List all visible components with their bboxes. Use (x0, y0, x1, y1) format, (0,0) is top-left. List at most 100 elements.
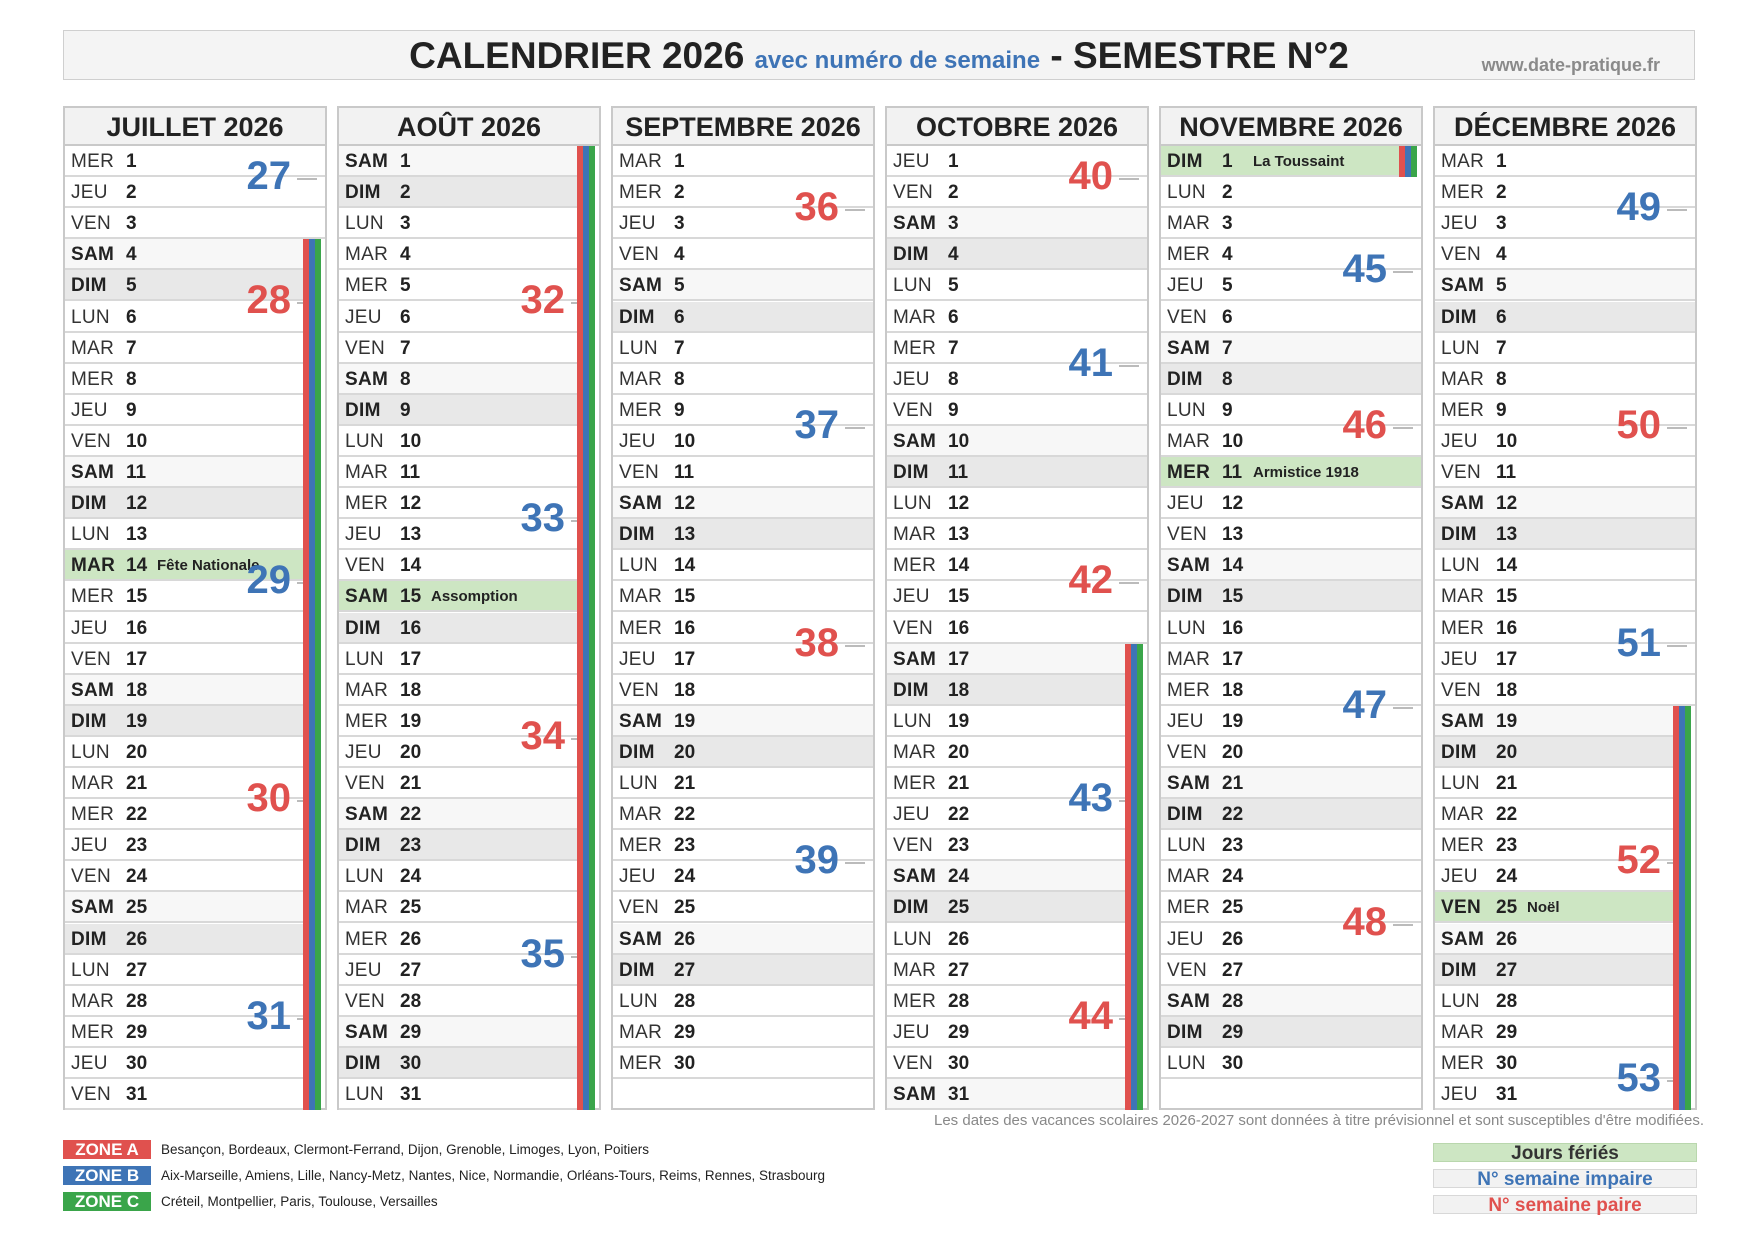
day-row[interactable]: MER 9 (1435, 395, 1695, 426)
day-row[interactable]: DIM 27 (613, 954, 873, 986)
day-row[interactable]: LUN 21 (613, 768, 873, 799)
day-row[interactable]: JEU 9 (65, 395, 305, 426)
day-row[interactable]: MAR 13 (887, 519, 1147, 551)
day-row[interactable]: SAM 31 (887, 1079, 1127, 1110)
day-row[interactable]: DIM 6 (1435, 301, 1695, 333)
day-row[interactable]: SAM 5 (1435, 270, 1695, 302)
day-row[interactable]: MER 16 (1435, 613, 1695, 644)
day-row[interactable]: MER 14 (887, 550, 1147, 582)
day-row[interactable]: SAM 25 (65, 892, 305, 924)
day-row[interactable]: LUN 7 (613, 333, 873, 364)
day-row[interactable]: MER 8 (65, 364, 305, 395)
day-row[interactable]: JEU 29 (887, 1017, 1127, 1048)
day-row[interactable]: VEN 24 (65, 861, 305, 893)
day-row[interactable]: SAM 21 (1161, 768, 1421, 799)
day-row[interactable]: MAR 8 (613, 364, 873, 395)
day-row[interactable]: JEU 6 (339, 302, 579, 333)
day-row[interactable]: MAR 28 (65, 986, 305, 1017)
day-row[interactable]: JEU 15 (887, 581, 1147, 613)
day-row[interactable]: MER 9 (613, 395, 873, 426)
day-row[interactable]: LUN 16 (1161, 613, 1421, 644)
day-row[interactable]: JEU 10 (613, 426, 873, 457)
day-row[interactable]: MAR 6 (887, 302, 1147, 333)
day-row[interactable]: JEU 27 (339, 955, 579, 986)
day-row[interactable]: DIM 4 (887, 239, 1147, 271)
day-row[interactable]: MAR 24 (1161, 861, 1421, 893)
day-row[interactable]: LUN 30 (1161, 1048, 1421, 1079)
day-row[interactable]: JEU 13 (339, 519, 579, 551)
day-row[interactable]: SAM 19 (1435, 705, 1675, 737)
day-row[interactable]: VEN 25 Noël (1435, 892, 1675, 924)
day-row[interactable]: JEU 2 (65, 177, 325, 209)
day-row[interactable]: SAM 19 (613, 705, 873, 737)
day-row[interactable]: VEN 20 (1161, 737, 1421, 768)
day-row[interactable]: DIM 25 (887, 892, 1127, 924)
day-row[interactable]: MAR 15 (613, 581, 873, 613)
day-row[interactable]: DIM 2 (339, 177, 579, 209)
day-row[interactable]: VEN 25 (613, 892, 873, 924)
day-row[interactable]: MAR 17 (1161, 644, 1421, 675)
day-row[interactable]: JEU 3 (613, 208, 873, 240)
day-row[interactable]: VEN 4 (613, 239, 873, 271)
day-row[interactable]: LUN 26 (887, 924, 1127, 955)
day-row[interactable]: LUN 12 (887, 488, 1147, 520)
day-row[interactable]: MER 29 (65, 1017, 305, 1048)
day-row[interactable]: VEN 13 (1161, 519, 1421, 551)
day-row[interactable]: SAM 1 (339, 146, 579, 177)
day-row[interactable]: LUN 2 (1161, 177, 1421, 209)
day-row[interactable]: LUN 6 (65, 302, 305, 333)
day-row[interactable]: VEN 11 (1435, 457, 1695, 488)
day-row[interactable]: VEN 31 (65, 1079, 305, 1110)
day-row[interactable]: JEU 10 (1435, 426, 1695, 457)
day-row[interactable]: SAM 3 (887, 208, 1147, 240)
day-row[interactable]: DIM 15 (1161, 581, 1421, 613)
day-row[interactable]: MAR 25 (339, 892, 579, 924)
day-row[interactable]: LUN 21 (1435, 768, 1675, 799)
day-row[interactable]: SAM 18 (65, 674, 305, 706)
day-row[interactable]: DIM 5 (65, 270, 305, 302)
day-row[interactable]: VEN 18 (1435, 675, 1695, 706)
day-row[interactable]: SAM 26 (1435, 923, 1675, 955)
day-row[interactable]: SAM 12 (1435, 488, 1695, 520)
day-row[interactable]: MAR 14 Fête Nationale (65, 550, 305, 582)
day-row[interactable]: JEU 31 (1435, 1079, 1675, 1110)
day-row[interactable]: VEN 21 (339, 768, 579, 799)
day-row[interactable]: DIM 29 (1161, 1016, 1421, 1048)
day-row[interactable]: MER 11 Armistice 1918 (1161, 457, 1421, 488)
day-row[interactable]: SAM 29 (339, 1016, 579, 1048)
day-row[interactable]: MAR 8 (1435, 364, 1695, 395)
day-row[interactable]: MER 30 (1435, 1048, 1675, 1079)
day-row[interactable]: DIM 11 (887, 457, 1147, 488)
day-row[interactable]: MER 21 (887, 768, 1127, 799)
day-row[interactable]: LUN 17 (339, 644, 579, 675)
day-row[interactable]: MAR 18 (339, 675, 579, 706)
day-row[interactable]: VEN 4 (1435, 239, 1695, 271)
day-row[interactable]: DIM 12 (65, 488, 305, 520)
day-row[interactable]: MAR 7 (65, 333, 305, 364)
day-row[interactable]: MAR 10 (1161, 426, 1421, 457)
day-row[interactable]: SAM 5 (613, 270, 873, 302)
day-row[interactable]: MAR 29 (1435, 1017, 1675, 1048)
day-row[interactable]: MER 30 (613, 1048, 873, 1079)
day-row[interactable]: VEN 11 (613, 457, 873, 488)
day-row[interactable]: JEU 22 (887, 799, 1127, 831)
day-row[interactable]: MER 19 (339, 706, 579, 737)
day-row[interactable]: LUN 24 (339, 861, 579, 893)
day-row[interactable]: SAM 10 (887, 425, 1147, 457)
day-row[interactable]: MAR 11 (339, 457, 579, 488)
day-row[interactable]: VEN 9 (887, 395, 1147, 426)
day-row[interactable]: SAM 14 (1161, 550, 1421, 582)
day-row[interactable]: JEU 3 (1435, 208, 1695, 240)
day-row[interactable]: DIM 20 (613, 736, 873, 768)
day-row[interactable]: SAM 28 (1161, 985, 1421, 1017)
day-row[interactable]: JEU 17 (1435, 644, 1695, 675)
day-row[interactable]: DIM 8 (1161, 363, 1421, 395)
day-row[interactable]: VEN 23 (887, 830, 1127, 862)
day-row[interactable]: MER 25 (1161, 892, 1421, 924)
day-row[interactable]: JEU 30 (65, 1048, 305, 1079)
day-row[interactable]: VEN 28 (339, 986, 579, 1017)
day-row[interactable]: LUN 5 (887, 270, 1147, 302)
day-row[interactable]: DIM 20 (1435, 736, 1675, 768)
day-row[interactable]: JEU 23 (65, 830, 305, 862)
day-row[interactable]: SAM 26 (613, 923, 873, 955)
